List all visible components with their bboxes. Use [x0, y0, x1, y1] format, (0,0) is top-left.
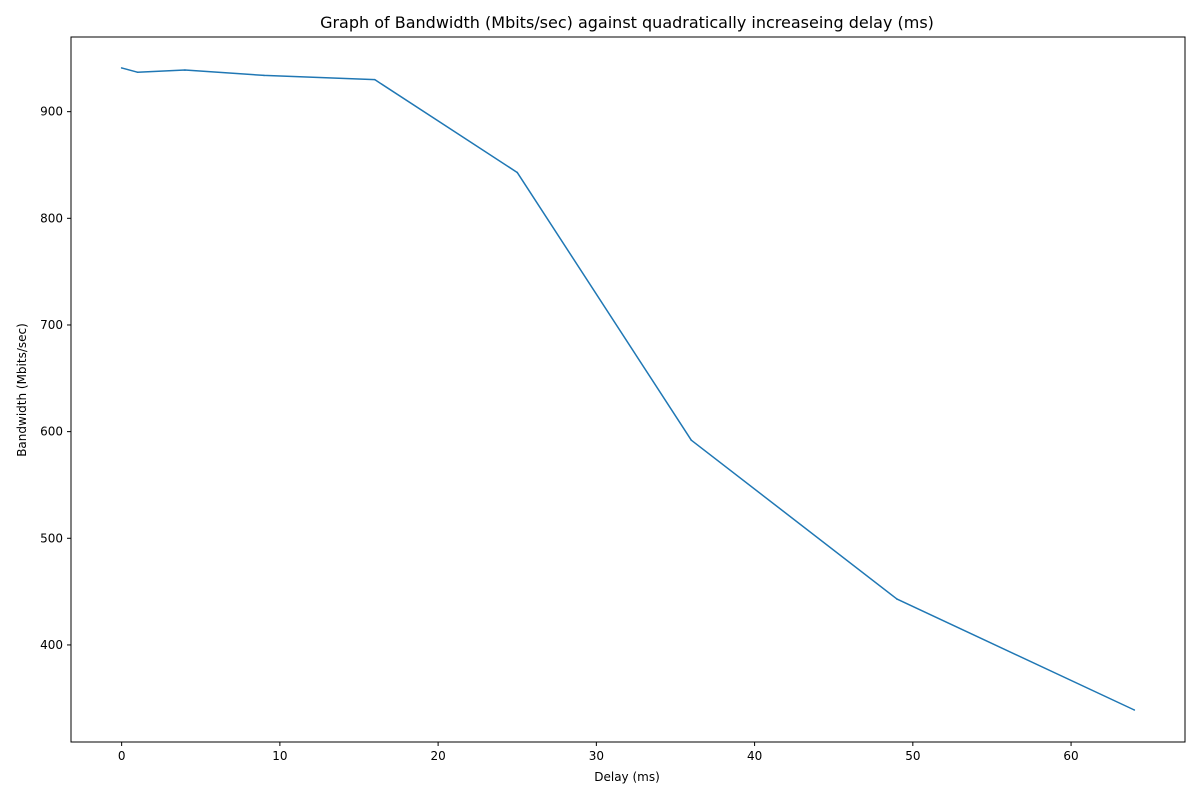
data-point [690, 439, 693, 441]
data-point [120, 67, 123, 69]
x-tick-label: 50 [905, 749, 920, 763]
y-tick-label: 700 [40, 318, 63, 332]
data-point [374, 78, 376, 81]
y-tick-label: 800 [40, 211, 63, 225]
data-point [1133, 709, 1136, 711]
y-axis: 400 500 600 700 800 900 [40, 105, 71, 652]
y-tick-label: 500 [40, 531, 63, 545]
data-point [896, 598, 898, 600]
data-point [136, 71, 139, 73]
plot-area [120, 67, 1136, 711]
y-tick-label: 400 [40, 638, 63, 652]
series-line [121, 67, 1135, 711]
x-tick-label: 0 [118, 749, 126, 763]
y-axis-label: Bandwidth (Mbits/sec) [15, 323, 29, 457]
x-tick-label: 30 [589, 749, 604, 763]
plot-frame [70, 36, 1186, 743]
x-tick-label: 40 [747, 749, 762, 763]
x-tick-label: 60 [1063, 749, 1078, 763]
data-point [516, 171, 519, 174]
x-tick-label: 20 [430, 749, 445, 763]
x-axis-label: Delay (ms) [594, 770, 660, 784]
data-point [184, 69, 186, 71]
data-point [263, 74, 265, 77]
x-axis: 0 10 20 30 40 50 60 [118, 742, 1079, 763]
y-tick-label: 600 [40, 425, 63, 439]
y-tick-label: 900 [40, 105, 63, 119]
x-tick-label: 10 [272, 749, 287, 763]
chart-title: Graph of Bandwidth (Mbits/sec) against q… [320, 13, 934, 32]
